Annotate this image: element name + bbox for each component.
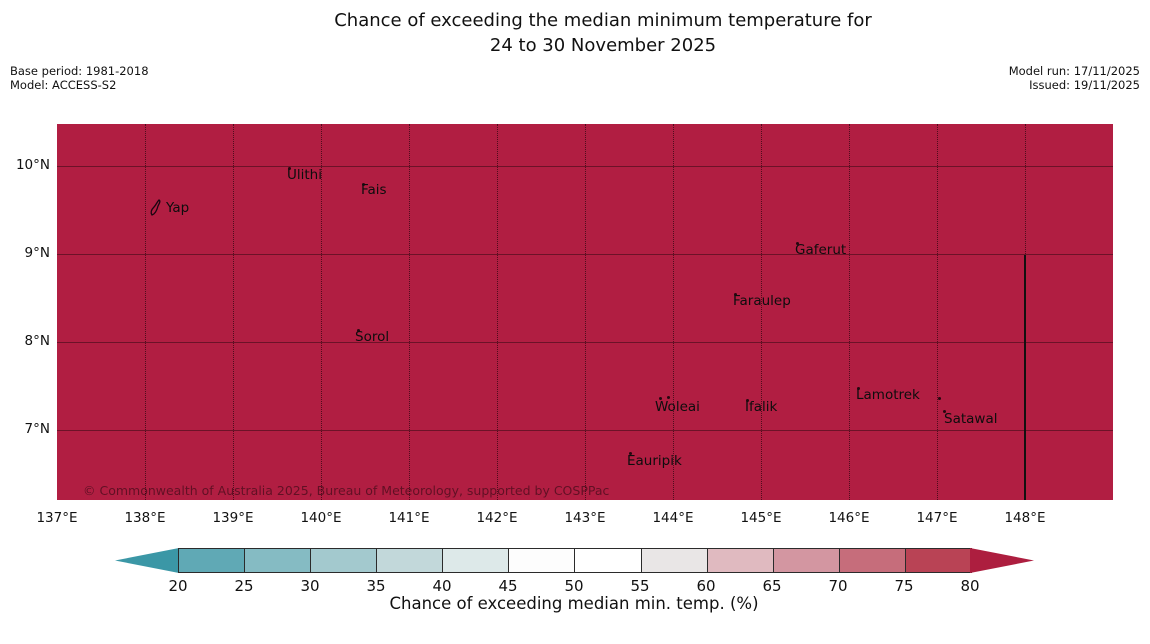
lon-tick-label: 140°E bbox=[300, 510, 342, 526]
colorbar-arrow-right bbox=[970, 548, 1034, 573]
place-marker-dot bbox=[357, 329, 360, 332]
lon-tick-label: 143°E bbox=[564, 510, 606, 526]
colorbar-segment bbox=[706, 549, 773, 572]
colorbar-segment bbox=[310, 549, 377, 572]
place-marker-dot bbox=[746, 399, 749, 402]
place-label: Woleai bbox=[655, 399, 700, 415]
colorbar-segment bbox=[772, 549, 839, 572]
colorbar-tick-label: 25 bbox=[234, 577, 254, 595]
lon-tick-label: 139°E bbox=[212, 510, 254, 526]
lon-gridline bbox=[585, 124, 586, 500]
place-marker-dot bbox=[362, 183, 365, 186]
base-period-text: Base period: 1981-2018 bbox=[10, 64, 149, 78]
lat-tick-label: 9°N bbox=[24, 245, 50, 261]
colorbar-segment bbox=[179, 549, 245, 572]
lon-gridline bbox=[761, 124, 762, 500]
lon-tick-label: 147°E bbox=[916, 510, 958, 526]
lon-gridline bbox=[673, 124, 674, 500]
lon-gridline bbox=[849, 124, 850, 500]
colorbar-tick-label: 55 bbox=[630, 577, 650, 595]
colorbar-label: Chance of exceeding median min. temp. (%… bbox=[389, 594, 759, 613]
place-marker-dot bbox=[734, 293, 737, 296]
lon-tick-label: 138°E bbox=[124, 510, 166, 526]
lon-gridline bbox=[145, 124, 146, 500]
page-title-line2: 24 to 30 November 2025 bbox=[489, 35, 717, 56]
place-label: Satawal bbox=[944, 411, 998, 427]
lon-tick-label: 144°E bbox=[652, 510, 694, 526]
place-marker-dot bbox=[857, 387, 860, 390]
colorbar-tick-label: 45 bbox=[498, 577, 518, 595]
colorbar-body bbox=[178, 548, 972, 573]
place-marker-dot bbox=[796, 242, 799, 245]
lon-tick-label: 145°E bbox=[740, 510, 782, 526]
meta-left-block: Base period: 1981-2018 Model: ACCESS-S2 bbox=[10, 64, 149, 92]
lat-tick-label: 8°N bbox=[24, 333, 50, 349]
place-label: Ifalik bbox=[745, 399, 778, 415]
lon-gridline bbox=[409, 124, 410, 500]
model-text: Model: ACCESS-S2 bbox=[10, 78, 117, 92]
place-label: Yap bbox=[166, 200, 190, 216]
map-area: © Commonwealth of Australia 2025, Bureau… bbox=[57, 124, 1113, 500]
colorbar-tick-label: 75 bbox=[894, 577, 914, 595]
colorbar-tick-label: 50 bbox=[564, 577, 584, 595]
lon-gridline bbox=[233, 124, 234, 500]
colorbar-tick-label: 80 bbox=[960, 577, 980, 595]
meta-right-block: Model run: 17/11/2025 Issued: 19/11/2025 bbox=[1009, 64, 1140, 92]
place-label: Faraulep bbox=[733, 293, 791, 309]
colorbar-segment bbox=[838, 549, 905, 572]
place-label: Sorol bbox=[355, 329, 390, 345]
colorbar-arrow-left bbox=[115, 548, 179, 573]
place-label: Ulithi bbox=[287, 167, 322, 183]
lon-tick-label: 142°E bbox=[476, 510, 518, 526]
lat-tick-label: 10°N bbox=[15, 157, 50, 173]
colorbar-segment bbox=[244, 549, 311, 572]
place-marker-dot bbox=[659, 397, 662, 400]
colorbar: Chance of exceeding median min. temp. (%… bbox=[115, 548, 1034, 618]
colorbar-tick-label: 30 bbox=[300, 577, 320, 595]
lon-gridline bbox=[937, 124, 938, 500]
lon-tick-label: 141°E bbox=[388, 510, 430, 526]
lon-tick-label: 148°E bbox=[1004, 510, 1046, 526]
place-label: Gaferut bbox=[795, 242, 847, 258]
colorbar-segment bbox=[904, 549, 971, 572]
lat-tick-label: 7°N bbox=[24, 421, 50, 437]
page-title: Chance of exceeding the median minimum t… bbox=[28, 8, 1150, 58]
place-label: Eauripik bbox=[627, 453, 682, 469]
lon-tick-label: 137°E bbox=[36, 510, 78, 526]
colorbar-segment bbox=[508, 549, 575, 572]
colorbar-tick-label: 35 bbox=[366, 577, 386, 595]
islet-dot bbox=[667, 396, 670, 399]
state-border-line bbox=[1024, 255, 1026, 500]
issued-text: Issued: 19/11/2025 bbox=[1029, 78, 1140, 92]
colorbar-tick-label: 60 bbox=[696, 577, 716, 595]
place-marker-dot bbox=[288, 167, 291, 170]
model-run-text: Model run: 17/11/2025 bbox=[1008, 64, 1140, 78]
copyright-text: © Commonwealth of Australia 2025, Bureau… bbox=[83, 483, 610, 498]
place-label: Fais bbox=[361, 182, 387, 198]
colorbar-tick-label: 40 bbox=[432, 577, 452, 595]
colorbar-segment bbox=[442, 549, 509, 572]
colorbar-tick-label: 20 bbox=[168, 577, 188, 595]
yap-island-outline bbox=[148, 198, 164, 222]
lon-tick-label: 146°E bbox=[828, 510, 870, 526]
colorbar-segment bbox=[640, 549, 707, 572]
colorbar-segment bbox=[376, 549, 443, 572]
islet-dot bbox=[938, 397, 941, 400]
place-marker-dot bbox=[943, 410, 946, 413]
place-label: Lamotrek bbox=[856, 387, 920, 403]
colorbar-tick-label: 65 bbox=[762, 577, 782, 595]
place-marker-dot bbox=[629, 452, 632, 455]
colorbar-tick-label: 70 bbox=[828, 577, 848, 595]
lon-gridline bbox=[497, 124, 498, 500]
lon-gridline bbox=[321, 124, 322, 500]
page-title-line1: Chance of exceeding the median minimum t… bbox=[334, 10, 872, 31]
colorbar-segment bbox=[574, 549, 641, 572]
